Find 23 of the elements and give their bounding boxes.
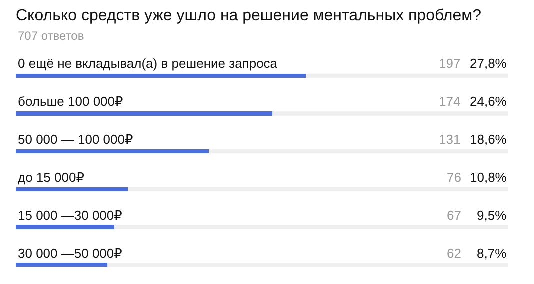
annotation: 27,8% [470,56,508,71]
y-tick-label: до 15 000₽ [18,170,84,185]
y-tick-label: 30 000 —50 000₽ [18,246,122,261]
bar [16,263,108,268]
annotation: 18,6% [470,132,508,147]
bar [16,225,115,230]
annotation: 8,7% [477,246,508,261]
data-label: 174 [439,94,461,109]
annotation: 9,5% [477,208,508,223]
y-tick-label: 0 ещё не вкладывал(а) в решение запроса [18,56,278,71]
bar [16,187,128,192]
y-tick-label: больше 100 000₽ [18,94,124,109]
annotation: 24,6% [470,94,508,109]
data-label: 131 [439,132,461,147]
data-label: 67 [447,208,462,223]
data-label: 76 [447,170,462,185]
y-tick-label: 50 000 — 100 000₽ [18,132,134,147]
annotation: 10,8% [470,170,508,185]
chart-subtitle: 707 ответов [18,29,84,43]
chart-title: Сколько средств уже ушло на решение ментальных проблем? [16,8,482,25]
data-label: 197 [439,56,461,71]
data-label: 62 [447,246,462,261]
y-tick-label: 15 000 —30 000₽ [18,208,122,223]
